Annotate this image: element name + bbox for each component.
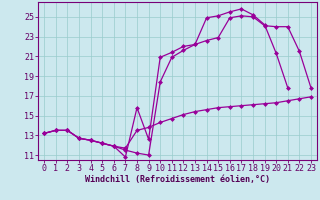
X-axis label: Windchill (Refroidissement éolien,°C): Windchill (Refroidissement éolien,°C) bbox=[85, 175, 270, 184]
